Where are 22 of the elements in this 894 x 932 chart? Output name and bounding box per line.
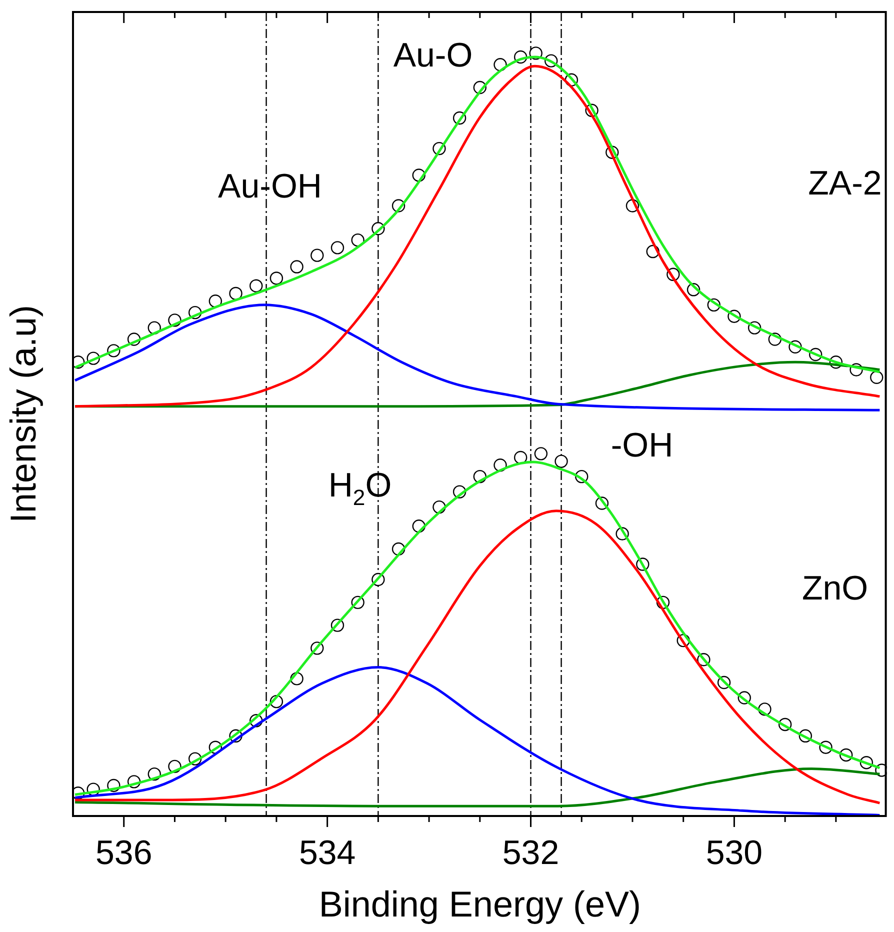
point	[310, 248, 324, 262]
x-tick-label: 536	[95, 834, 152, 872]
annotation: -OH	[610, 426, 674, 464]
point	[270, 272, 284, 285]
point	[870, 370, 884, 384]
point	[208, 294, 222, 308]
annotation: ZnO	[802, 569, 868, 608]
annotation: ZA-2	[808, 164, 882, 202]
y-axis-title: Intensity (a.u)	[2, 304, 44, 524]
x-tick-label: 534	[298, 834, 356, 872]
x-tick-label: 530	[706, 834, 763, 872]
point	[554, 454, 568, 468]
point	[229, 286, 242, 300]
point	[534, 447, 548, 460]
point	[250, 279, 263, 292]
point	[514, 450, 528, 464]
annotation: Au-OH	[218, 167, 322, 206]
annotation: Au-O	[393, 36, 473, 74]
point	[330, 241, 344, 254]
point	[290, 260, 304, 274]
x-axis-title: Binding Energy (eV)	[318, 883, 641, 924]
x-tick-label: 532	[502, 834, 560, 872]
